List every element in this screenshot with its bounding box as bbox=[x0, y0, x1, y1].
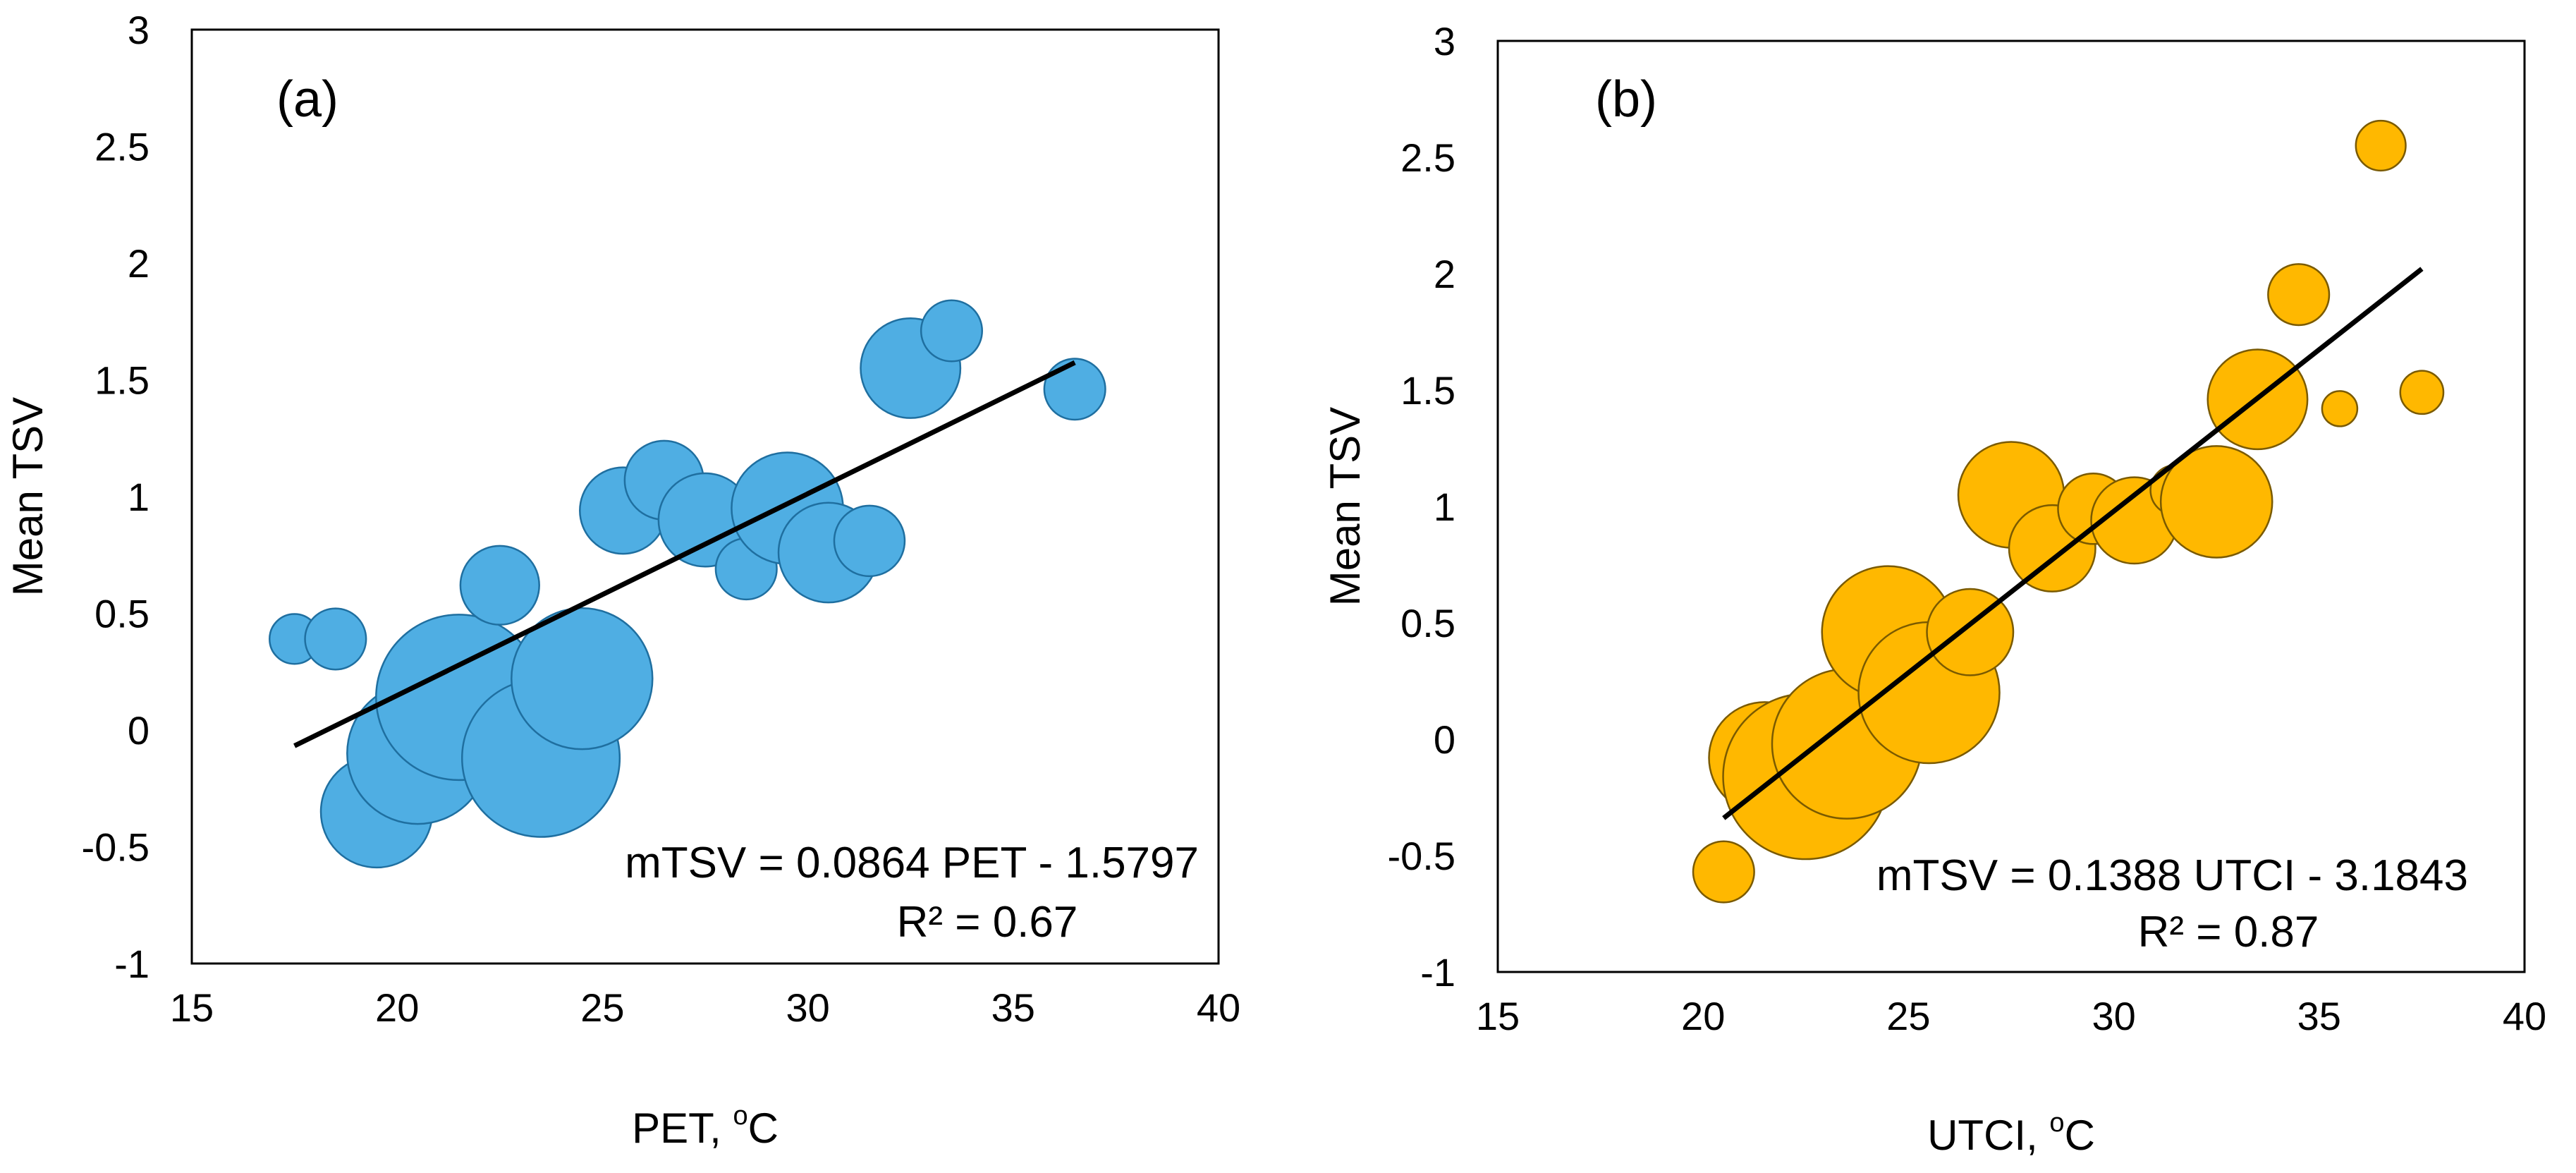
ticks-b: 15 20 25 30 35 40 -1 -0.5 0 0.5 1 1.5 2 2.5 3 bbox=[1388, 19, 2547, 1038]
y-tick-label-b: 0 bbox=[1434, 717, 1455, 762]
bubbles-a bbox=[268, 299, 1106, 869]
y-tick-label-b: -1 bbox=[1420, 950, 1455, 995]
data-point-b-17 bbox=[2355, 119, 2407, 172]
y-tick-label-b: 2 bbox=[1434, 252, 1455, 296]
y-tick-label-b: -0.5 bbox=[1388, 834, 1456, 878]
y-tick-label-b: 1.5 bbox=[1400, 368, 1455, 413]
data-point-b-16 bbox=[2321, 390, 2359, 427]
y-tick-label-b: 2.5 bbox=[1400, 135, 1455, 180]
x-tick-label-a: 40 bbox=[1197, 985, 1240, 1030]
data-point-b-1 bbox=[1692, 840, 1755, 904]
x-axis-label-text-b: UTCI, bbox=[1927, 1112, 2038, 1159]
y-tick-label-a: -1 bbox=[114, 942, 149, 986]
r2-b: R² = 0.87 bbox=[2138, 908, 2319, 956]
data-point-a-17 bbox=[920, 299, 983, 363]
equation-b: mTSV = 0.1388 UTCI - 3.1843 bbox=[1876, 851, 2468, 900]
panel-label-a: (a) bbox=[276, 71, 338, 128]
trendline-a bbox=[293, 360, 1076, 748]
data-point-a-6 bbox=[459, 545, 540, 626]
y-tick-label-a: 2.5 bbox=[94, 125, 149, 169]
x-tick-label-a: 25 bbox=[580, 985, 624, 1030]
y-axis-label-b: Mean TSV bbox=[1321, 407, 1369, 606]
x-axis-label-text-a: PET, bbox=[632, 1105, 721, 1152]
equation-a: mTSV = 0.0864 PET - 1.5797 bbox=[625, 839, 1199, 887]
trendline-b bbox=[1722, 267, 2424, 820]
data-point-a-8 bbox=[511, 607, 654, 750]
y-tick-label-a: 1 bbox=[128, 475, 149, 519]
x-tick-label-b: 20 bbox=[1681, 994, 1725, 1038]
data-point-b-15 bbox=[2267, 263, 2331, 327]
x-tick-label-a: 30 bbox=[786, 985, 829, 1030]
r2-a: R² = 0.67 bbox=[897, 898, 1078, 947]
y-tick-label-b: 0.5 bbox=[1400, 601, 1455, 645]
y-tick-label-b: 3 bbox=[1434, 19, 1455, 63]
y-tick-label-a: 0.5 bbox=[94, 592, 149, 636]
x-axis-label-unit-b: C bbox=[2065, 1112, 2095, 1159]
x-tick-label-b: 25 bbox=[1886, 994, 1930, 1038]
x-tick-label-a: 20 bbox=[375, 985, 419, 1030]
x-tick-label-b: 40 bbox=[2503, 994, 2546, 1038]
y-tick-label-a: 3 bbox=[128, 8, 149, 52]
panel-b: 15 20 25 30 35 40 -1 -0.5 0 0.5 1 1.5 2 2.5 3 (b) mTSV… bbox=[1321, 19, 2546, 1159]
data-point-a-15 bbox=[833, 504, 906, 578]
y-tick-label-a: 0 bbox=[128, 708, 149, 753]
y-tick-label-b: 1 bbox=[1434, 485, 1455, 529]
data-point-b-7 bbox=[1926, 588, 2015, 676]
data-point-b-13 bbox=[2159, 445, 2273, 559]
x-tick-label-b: 15 bbox=[1476, 994, 1520, 1038]
x-tick-label-a: 15 bbox=[170, 985, 214, 1030]
x-axis-label-unit-a: C bbox=[748, 1105, 779, 1152]
y-tick-label-a: 2 bbox=[128, 241, 149, 286]
data-point-a-2 bbox=[304, 607, 367, 671]
x-axis-label-a: PET, oC bbox=[632, 1101, 779, 1152]
x-axis-label-sup-b: o bbox=[2049, 1108, 2064, 1138]
data-point-a-18 bbox=[1043, 358, 1106, 421]
y-tick-label-a: 1.5 bbox=[94, 358, 149, 403]
y-tick-label-a: -0.5 bbox=[82, 825, 150, 870]
x-tick-label-b: 35 bbox=[2297, 994, 2341, 1038]
panel-label-b: (b) bbox=[1595, 71, 1657, 128]
x-tick-label-b: 30 bbox=[2092, 994, 2135, 1038]
data-point-b-18 bbox=[2399, 370, 2445, 415]
x-axis-label-sup-a: o bbox=[733, 1101, 747, 1131]
ticks-a: 15 20 25 30 35 40 -1 -0.5 0 0.5 1 1.5 2 2.5 3 bbox=[82, 8, 1241, 1030]
x-axis-label-b: UTCI, oC bbox=[1927, 1108, 2095, 1159]
y-axis-label-a: Mean TSV bbox=[4, 397, 51, 596]
x-tick-label-a: 35 bbox=[991, 985, 1035, 1030]
panel-a: 15 20 25 30 35 40 -1 -0.5 0 0.5 1 1.5 2 2.5 3 (a) mTSV… bbox=[4, 8, 1240, 1152]
